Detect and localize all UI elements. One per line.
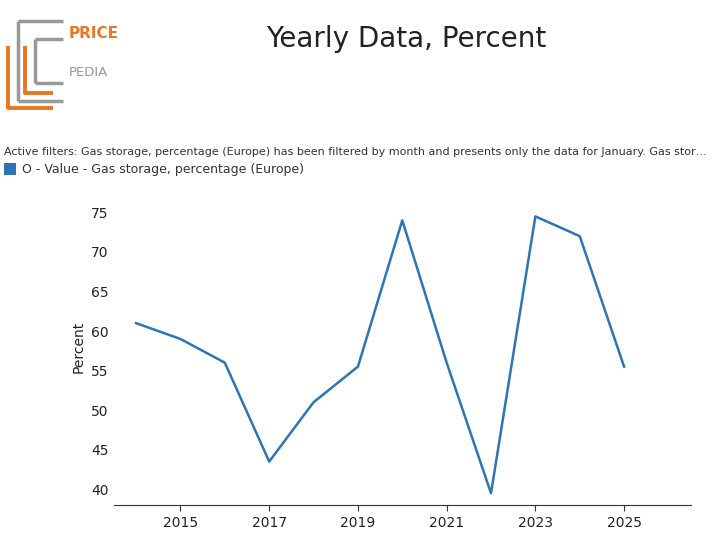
Text: Yearly Data, Percent: Yearly Data, Percent <box>266 25 546 53</box>
Text: PEDIA: PEDIA <box>69 66 108 79</box>
Y-axis label: Percent: Percent <box>71 321 85 373</box>
Text: Active filters: Gas storage, percentage (Europe) has been filtered by month and : Active filters: Gas storage, percentage … <box>4 147 706 157</box>
Text: O - Value - Gas storage, percentage (Europe): O - Value - Gas storage, percentage (Eur… <box>22 163 304 176</box>
Text: PRICE: PRICE <box>69 26 119 41</box>
